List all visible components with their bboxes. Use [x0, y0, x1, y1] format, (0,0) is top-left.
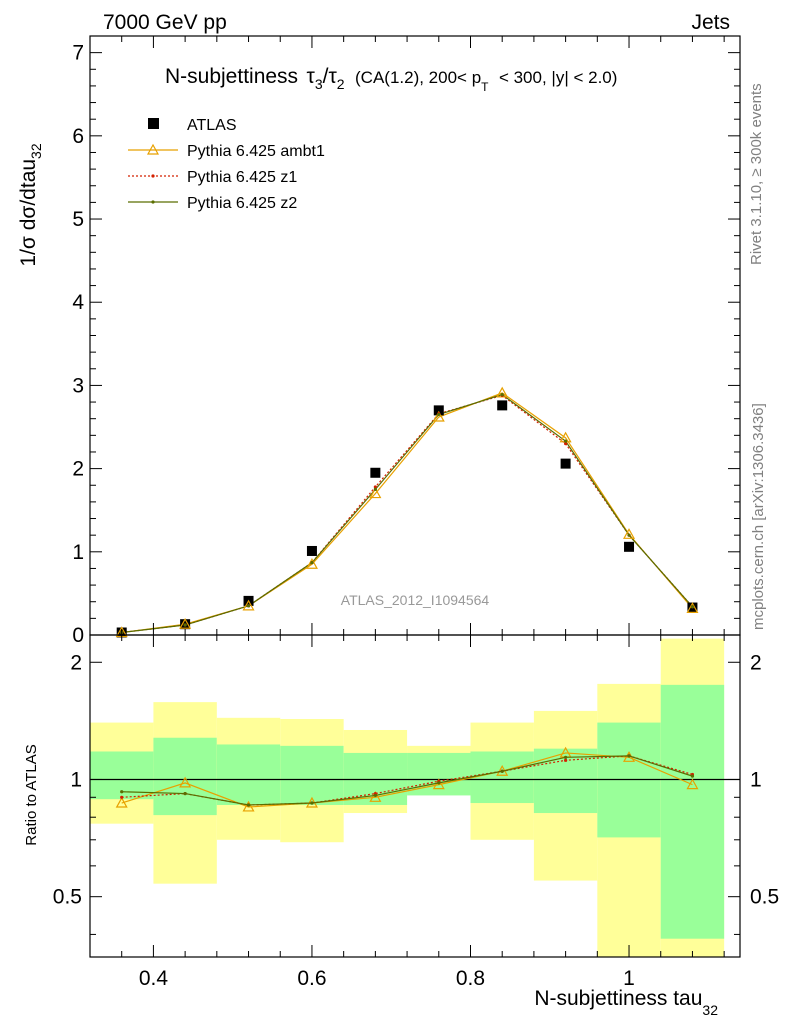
legend-label-1: Pythia 6.425 ambt1 — [187, 143, 325, 160]
ratio-xtick-label: 0.6 — [297, 967, 326, 990]
band-inner-9 — [660, 684, 725, 939]
ambt1-point-1 — [179, 617, 192, 629]
z2-point-9 — [690, 605, 695, 609]
ratio-ytick-label-right: 2 — [750, 651, 762, 674]
z2-point-7 — [564, 439, 568, 443]
ratio-ytick-label: 2 — [70, 651, 82, 674]
band-inner-1 — [153, 737, 217, 816]
ratio-marker-2-6 — [500, 769, 504, 773]
legend-marker-2 — [151, 174, 155, 178]
ratio-ytick-label: 1 — [70, 768, 82, 791]
legend-label-3: Pythia 6.425 z2 — [187, 195, 297, 212]
ratio-line-0 — [121, 752, 693, 808]
ratio-marker-2-7 — [564, 755, 568, 759]
ratio-marker-1-7 — [564, 758, 568, 762]
ratio-xtick-label: 0.4 — [139, 967, 169, 990]
main-ytick-label: 3 — [72, 374, 84, 397]
atlas-point-7 — [560, 458, 571, 469]
z2-point-1 — [183, 623, 187, 627]
xlabel: N-subjettiness tau32 — [534, 987, 718, 1018]
ratio-xtick-label: 0.8 — [456, 967, 485, 990]
ratio-ytick-label-right: 1 — [750, 768, 762, 791]
mcplots-label: mcplots.cern.ch [arXiv:1306.3436] — [750, 403, 767, 630]
analysis-watermark: ATLAS_2012_I1094564 — [341, 592, 490, 608]
ratio-marker-0-2 — [242, 800, 255, 812]
atlas-point-4 — [370, 467, 381, 478]
ambt1-point-3 — [305, 558, 318, 569]
main-ylabel: 1/σ dσ/dtau32 — [17, 143, 44, 266]
main-ytick-label: 7 — [72, 42, 84, 65]
ratio-marker-0-4 — [369, 791, 382, 802]
main-ytick-label: 5 — [72, 208, 84, 231]
z2-point-4 — [373, 487, 377, 492]
main-ytick-label: 4 — [72, 291, 84, 314]
ratio-marker-2-5 — [437, 781, 441, 785]
legend-label-0: ATLAS — [187, 117, 237, 134]
main-ytick-label: 0 — [72, 624, 84, 647]
ambt1-point-8 — [623, 528, 636, 539]
legend-marker-ambt1 — [146, 143, 160, 155]
ratio-series — [115, 746, 699, 812]
z1-point-7 — [564, 442, 568, 446]
header-right: Jets — [691, 11, 730, 34]
z2-point-2 — [246, 604, 251, 608]
ratio-marker-2-0 — [120, 790, 124, 794]
ratio-marker-2-9 — [690, 774, 695, 778]
ratio-marker-0-9 — [686, 778, 699, 790]
ratio-ytick-label: 0.5 — [53, 886, 82, 909]
ratio-marker-2-8 — [627, 754, 631, 758]
ambt1-point-5 — [432, 410, 445, 422]
band-inner-3 — [280, 745, 344, 805]
chart-title: N-subjettiness τ3/τ2 (CA(1.2), 200< pT <… — [165, 65, 617, 95]
main-ytick-label: 6 — [72, 125, 84, 148]
main-ytick-label: 2 — [72, 458, 84, 481]
ratio-marker-0-5 — [432, 778, 445, 790]
band-inner-6 — [470, 751, 534, 804]
ratio-ylabel: Ratio to ATLAS — [23, 744, 40, 845]
ratio-ytick-label-right: 0.5 — [750, 886, 779, 909]
legend-marker-3 — [151, 200, 155, 204]
ratio-marker-2-1 — [183, 791, 187, 796]
main-line-3 — [121, 393, 693, 634]
ambt1-point-9 — [686, 602, 699, 613]
ratio-line-2 — [121, 755, 693, 806]
ratio-marker-0-1 — [179, 776, 192, 788]
atlas-point-6 — [497, 400, 508, 411]
atlas-point-5 — [433, 405, 444, 416]
ratio-marker-0-0 — [115, 796, 128, 808]
axis-ticks: 0 1 2 3 4 5 6 7 0.4 0.6 0.8 1 0.5 0.5 1 1 2 2 — [53, 35, 779, 990]
z2-point-6 — [500, 392, 504, 397]
ambt1-point-4 — [369, 487, 382, 499]
main-ytick-label: 1 — [72, 541, 84, 564]
ratio-marker-1-0 — [120, 795, 124, 799]
atlas-point-8 — [624, 541, 635, 552]
rivet-label: Rivet 3.1.10, ≥ 300k events — [748, 83, 765, 265]
band-inner-2 — [216, 744, 281, 805]
header-left: 7000 GeV pp — [103, 11, 227, 34]
ratio-frame — [89, 634, 741, 958]
ratio-uncertainty-bands — [90, 638, 725, 957]
ratio-marker-2-2 — [246, 803, 251, 807]
legend: ATLAS Pythia 6.425 ambt1 Pythia 6.425 z1 Py… — [128, 117, 325, 212]
ratio-marker-2-4 — [373, 793, 377, 798]
ratio-line-1 — [121, 755, 693, 806]
ratio-xtick-label: 1 — [623, 967, 635, 990]
z2-point-5 — [437, 412, 441, 417]
ambt1-point-2 — [242, 599, 255, 611]
z2-point-3 — [310, 561, 314, 565]
z2-point-8 — [627, 533, 631, 537]
ratio-marker-2-3 — [310, 801, 314, 805]
legend-label-2: Pythia 6.425 z1 — [187, 169, 297, 186]
main-markers — [115, 386, 699, 638]
z1-point-4 — [373, 485, 377, 489]
legend-marker-atlas — [148, 118, 159, 129]
main-series — [121, 392, 693, 634]
atlas-point-3 — [306, 545, 317, 556]
